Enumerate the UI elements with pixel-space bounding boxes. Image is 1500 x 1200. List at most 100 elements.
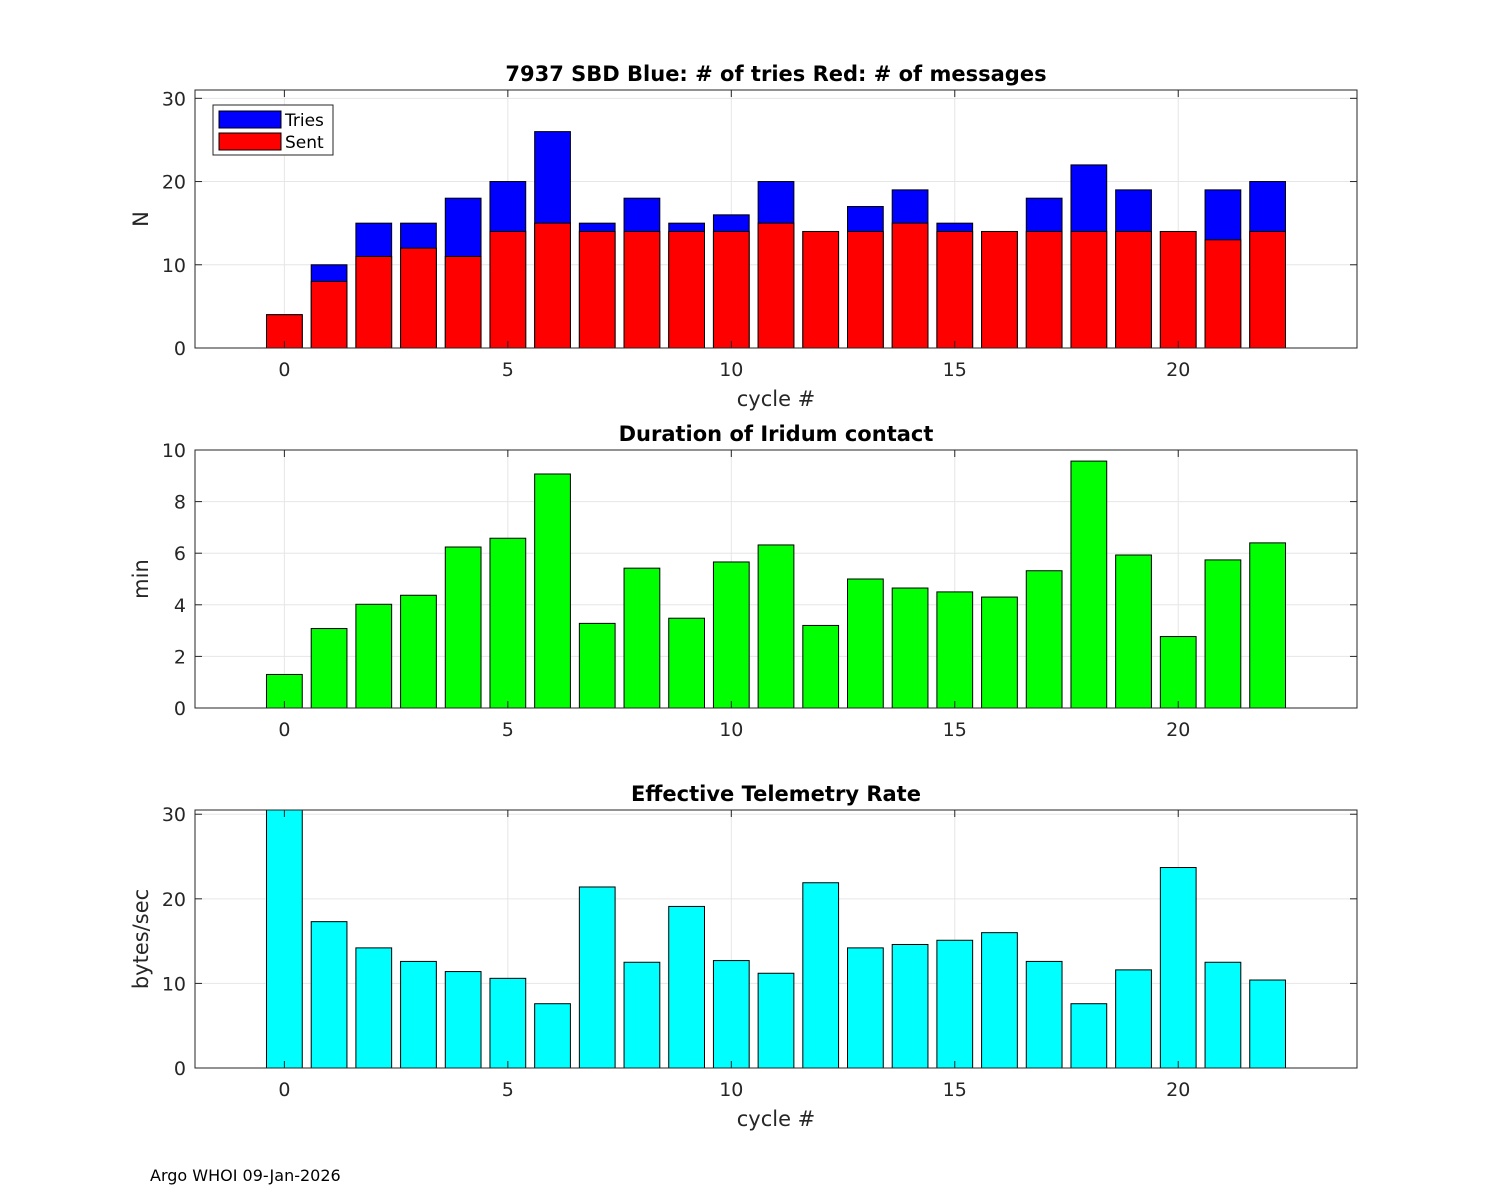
bar-sent-cycle-4 bbox=[444, 255, 482, 348]
bar-sent-cycle-19 bbox=[1115, 230, 1152, 348]
bar-sent-cycle-3 bbox=[400, 247, 437, 348]
y-axis-label: bytes/sec bbox=[129, 889, 153, 989]
bar-duration-cycle-11 bbox=[757, 544, 795, 708]
bar-sent-cycle-9 bbox=[668, 230, 705, 348]
bar-sent-cycle-22 bbox=[1249, 230, 1286, 348]
x-tick-label: 20 bbox=[1166, 719, 1190, 741]
y-tick-label: 4 bbox=[174, 595, 186, 617]
x-tick-label: 0 bbox=[278, 359, 290, 381]
bar-duration-cycle-5 bbox=[489, 537, 527, 708]
bar-rate-cycle-3 bbox=[400, 960, 437, 1068]
bar-sent-cycle-16 bbox=[981, 230, 1018, 348]
chart-title: Effective Telemetry Rate bbox=[631, 782, 921, 806]
y-axis-label: N bbox=[129, 211, 153, 227]
bar-duration-cycle-1 bbox=[310, 628, 348, 708]
footer-note: Argo WHOI 09-Jan-2026 bbox=[150, 1166, 341, 1185]
bar-rate-cycle-8 bbox=[623, 961, 661, 1068]
legend-label-tries: Tries bbox=[284, 111, 324, 131]
bar-sent-cycle-10 bbox=[712, 230, 750, 348]
bar-sent-cycle-21 bbox=[1204, 239, 1242, 348]
y-tick-label: 10 bbox=[162, 973, 186, 995]
x-tick-label: 5 bbox=[502, 359, 514, 381]
bar-rate-cycle-16 bbox=[981, 932, 1018, 1068]
bar-rate-cycle-4 bbox=[444, 971, 482, 1068]
x-tick-label: 10 bbox=[719, 1079, 743, 1101]
y-tick-label: 6 bbox=[174, 543, 186, 565]
x-tick-label: 15 bbox=[943, 1079, 967, 1101]
bar-rate-cycle-22 bbox=[1249, 979, 1286, 1068]
bar-rate-cycle-0 bbox=[266, 810, 303, 1068]
bar-sent-cycle-2 bbox=[355, 255, 393, 348]
bar-sent-cycle-1 bbox=[310, 280, 348, 348]
x-tick-label: 10 bbox=[719, 359, 743, 381]
axes-box bbox=[194, 449, 1358, 709]
bars bbox=[266, 460, 1286, 708]
y-tick-label: 30 bbox=[162, 88, 186, 110]
axes-box bbox=[194, 809, 1358, 1069]
bar-duration-cycle-6 bbox=[534, 473, 571, 708]
bar-sent-cycle-20 bbox=[1159, 230, 1197, 348]
bar-rate-cycle-15 bbox=[936, 939, 974, 1068]
bar-rate-cycle-5 bbox=[489, 977, 527, 1068]
bar-rate-cycle-14 bbox=[891, 943, 929, 1068]
y-tick-label: 0 bbox=[174, 1058, 186, 1080]
bar-duration-cycle-2 bbox=[355, 603, 393, 708]
x-tick-label: 20 bbox=[1166, 359, 1190, 381]
x-tick-label: 0 bbox=[278, 719, 290, 741]
bar-rate-cycle-18 bbox=[1070, 1003, 1108, 1068]
x-tick-label: 15 bbox=[943, 359, 967, 381]
bar-sent-cycle-17 bbox=[1025, 230, 1063, 348]
bar-rate-cycle-2 bbox=[355, 947, 393, 1068]
x-tick-label: 15 bbox=[943, 719, 967, 741]
axes-box bbox=[194, 89, 1358, 349]
legend-swatch-sent bbox=[218, 132, 282, 151]
chart-1: 0 5 10 15 20 0 10 20 30 7937 SBD Blue: # of tries… bbox=[129, 62, 1358, 411]
bars bbox=[266, 810, 1286, 1068]
y-tick-label: 8 bbox=[174, 492, 186, 514]
bar-rate-cycle-20 bbox=[1159, 867, 1197, 1068]
bar-duration-cycle-3 bbox=[400, 594, 437, 708]
bar-sent-cycle-8 bbox=[623, 230, 661, 348]
x-tick-label: 20 bbox=[1166, 1079, 1190, 1101]
bar-rate-cycle-19 bbox=[1115, 969, 1152, 1068]
bar-rate-cycle-9 bbox=[668, 905, 705, 1068]
y-tick-label: 2 bbox=[174, 646, 186, 668]
bar-duration-cycle-19 bbox=[1115, 554, 1152, 708]
bar-sent-cycle-11 bbox=[757, 222, 795, 348]
bar-rate-cycle-21 bbox=[1204, 961, 1242, 1068]
x-axis-label: cycle # bbox=[737, 1107, 816, 1131]
y-tick-label: 0 bbox=[174, 698, 186, 720]
bar-duration-cycle-7 bbox=[578, 622, 616, 708]
chart-title: 7937 SBD Blue: # of tries Red: # of mess… bbox=[505, 62, 1046, 86]
bar-duration-cycle-10 bbox=[712, 561, 750, 708]
bar-duration-cycle-9 bbox=[668, 617, 705, 708]
bar-rate-cycle-11 bbox=[757, 972, 795, 1068]
bar-duration-cycle-21 bbox=[1204, 559, 1242, 708]
y-tick-label: 10 bbox=[162, 440, 186, 462]
x-tick-label: 0 bbox=[278, 1079, 290, 1101]
bar-duration-cycle-14 bbox=[891, 587, 929, 708]
chart-2: 0 5 10 15 20 0 2 4 6 8 10 Duration of Iridum contac… bbox=[129, 422, 1358, 741]
bar-rate-cycle-1 bbox=[310, 921, 348, 1068]
bar-duration-cycle-4 bbox=[444, 546, 482, 708]
x-tick-label: 5 bbox=[502, 1079, 514, 1101]
bar-rate-cycle-6 bbox=[534, 1003, 571, 1068]
y-tick-label: 20 bbox=[162, 889, 186, 911]
x-axis-label: cycle # bbox=[737, 387, 816, 411]
bar-duration-cycle-20 bbox=[1159, 636, 1197, 708]
y-tick-label: 30 bbox=[162, 804, 186, 826]
bar-sent-cycle-5 bbox=[489, 230, 527, 348]
bar-sent-cycle-7 bbox=[578, 230, 616, 348]
bar-duration-cycle-13 bbox=[847, 578, 884, 708]
bar-duration-cycle-15 bbox=[936, 591, 974, 708]
bar-sent-cycle-15 bbox=[936, 230, 974, 348]
y-axis-label: min bbox=[129, 559, 153, 599]
x-tick-label: 10 bbox=[719, 719, 743, 741]
bar-rate-cycle-10 bbox=[712, 960, 750, 1068]
bar-duration-cycle-22 bbox=[1249, 542, 1286, 708]
bars bbox=[266, 131, 1286, 348]
bar-sent-cycle-12 bbox=[802, 230, 840, 348]
bar-duration-cycle-18 bbox=[1070, 460, 1108, 708]
bar-sent-cycle-18 bbox=[1070, 230, 1108, 348]
